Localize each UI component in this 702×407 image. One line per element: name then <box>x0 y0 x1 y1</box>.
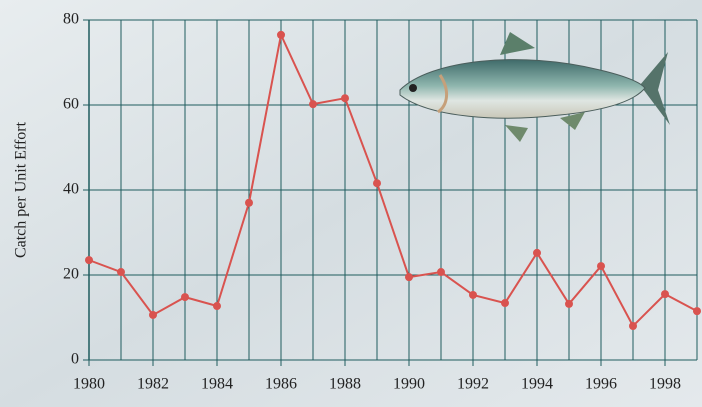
y-tick-label: 60 <box>63 96 79 113</box>
data-point <box>405 273 413 281</box>
x-tick-label: 1988 <box>329 376 361 393</box>
data-point <box>597 262 605 270</box>
data-point <box>693 307 701 315</box>
y-tick-label: 20 <box>63 266 79 283</box>
data-point <box>341 94 349 102</box>
y-tick-label: 80 <box>63 11 79 28</box>
data-point <box>469 291 477 299</box>
data-point <box>373 179 381 187</box>
data-point <box>309 100 317 108</box>
data-point <box>533 249 541 257</box>
data-point <box>501 299 509 307</box>
data-point <box>85 256 93 264</box>
x-tick-label: 1992 <box>457 376 489 393</box>
x-tick-label: 1996 <box>585 376 617 393</box>
data-point <box>565 300 573 308</box>
data-point <box>437 268 445 276</box>
data-point <box>117 268 125 276</box>
x-tick-label: 1984 <box>201 376 233 393</box>
x-tick-label: 1990 <box>393 376 425 393</box>
data-point <box>149 311 157 319</box>
x-tick-label: 1980 <box>73 376 105 393</box>
y-tick-label: 40 <box>63 181 79 198</box>
chart: Catch per Unit Effort 0 20 40 60 80 1980 1982 1… <box>0 0 702 407</box>
x-tick-label: 1986 <box>265 376 297 393</box>
data-point <box>245 199 253 207</box>
x-tick-label: 1998 <box>649 376 681 393</box>
data-point <box>661 290 669 298</box>
data-point <box>277 31 285 39</box>
background <box>0 0 702 407</box>
y-axis-label: Catch per Unit Effort <box>13 121 30 258</box>
data-point <box>629 322 637 330</box>
data-point <box>213 302 221 310</box>
x-tick-label: 1994 <box>521 376 553 393</box>
y-tick-label: 0 <box>71 351 79 368</box>
data-point <box>181 293 189 301</box>
x-tick-label: 1982 <box>137 376 169 393</box>
